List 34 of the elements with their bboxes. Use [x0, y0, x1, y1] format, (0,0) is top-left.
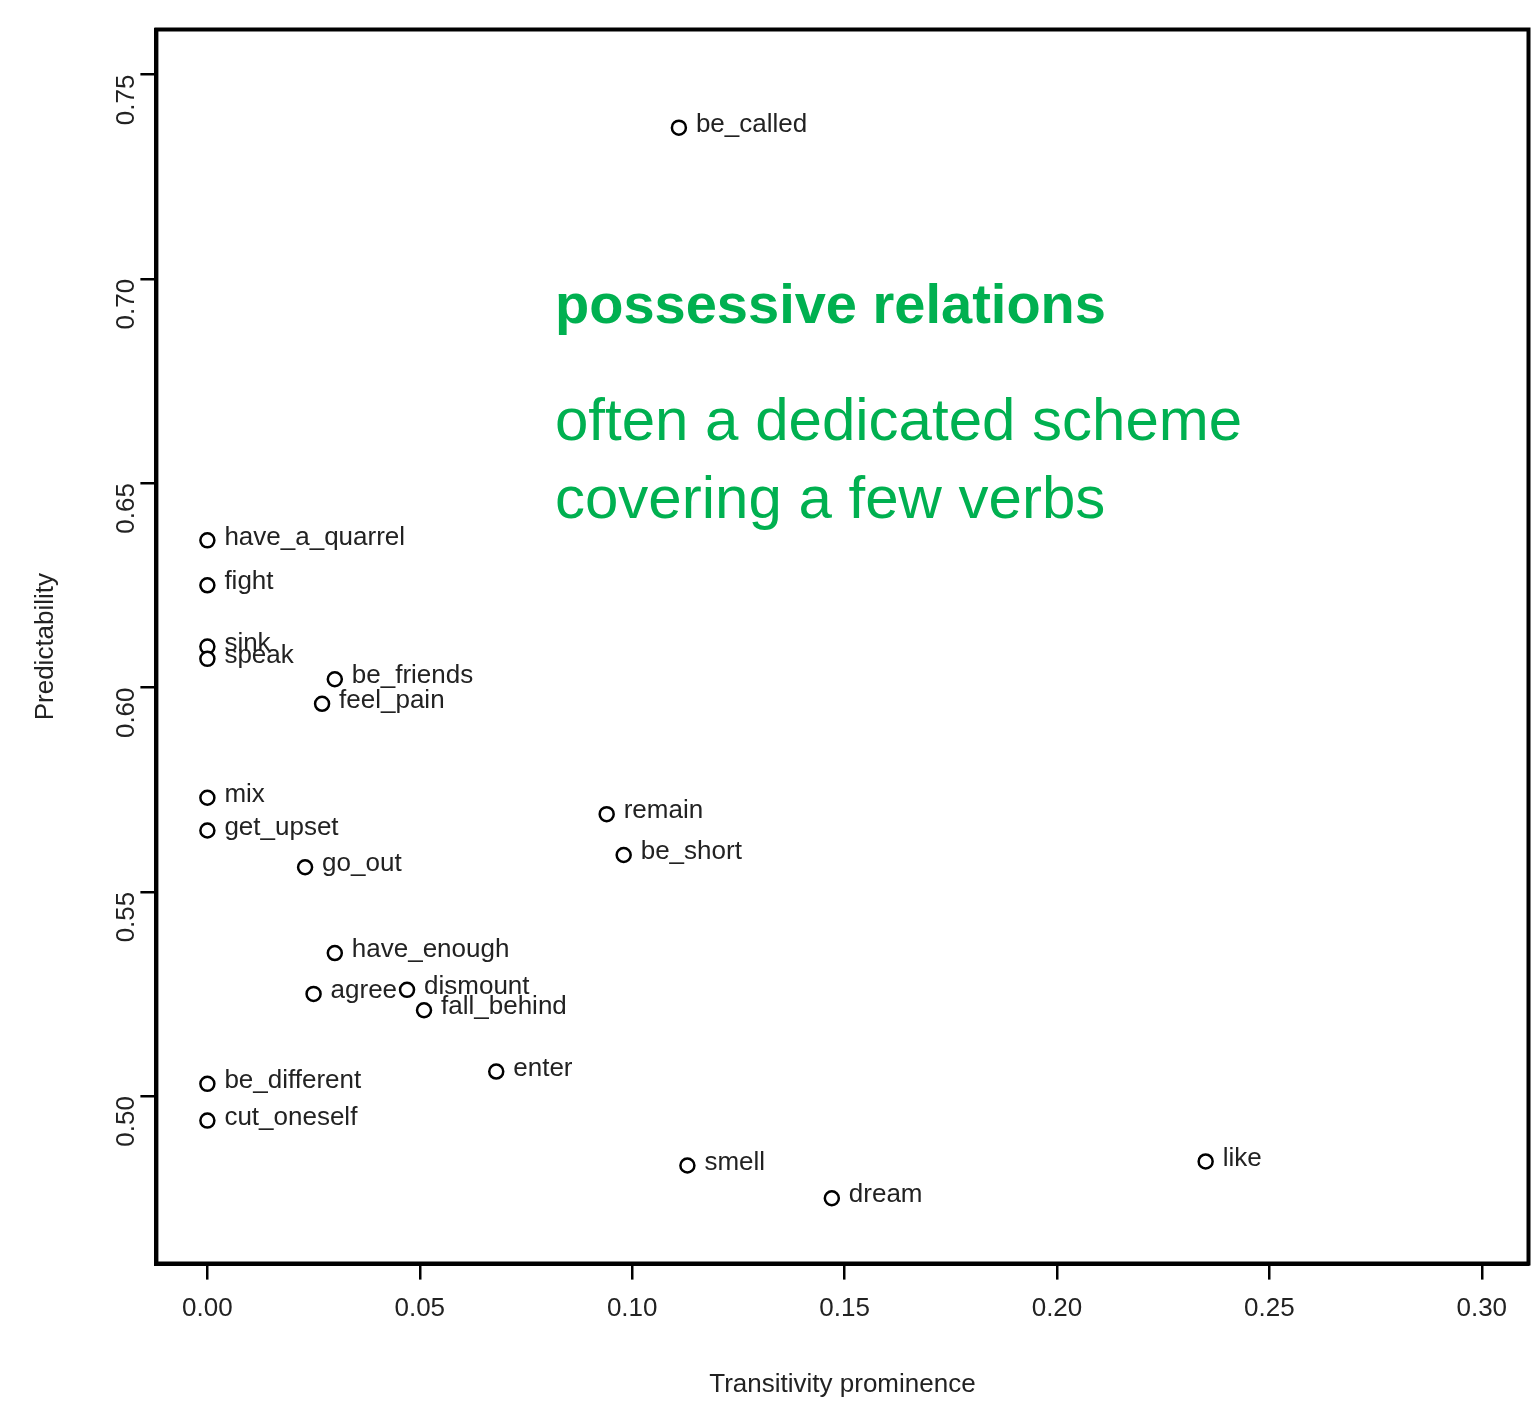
annotation: be_friends: [351, 659, 474, 690]
x-tick-label: 0.00: [182, 1292, 233, 1323]
y-tick-label: 0.60: [109, 687, 140, 739]
y-tick-label: 0.55: [109, 891, 140, 943]
annotation: fight: [224, 565, 275, 596]
annotation: cut_oneself: [224, 1100, 359, 1131]
annotation: be_short: [640, 835, 743, 866]
annotation: have_enough: [351, 933, 510, 964]
annotation: get_upset: [224, 810, 340, 841]
x-tick-label: 0.05: [394, 1292, 446, 1323]
annotation: be_called: [695, 107, 808, 138]
annotation: agree: [330, 974, 398, 1005]
annotation: be_different: [224, 1063, 363, 1094]
annotation: have_a_quarrel: [224, 520, 406, 551]
y-tick-label: 0.70: [109, 278, 140, 330]
y-tick-label: 0.75: [109, 74, 140, 126]
x-tick-label: 0.15: [819, 1292, 870, 1323]
annotation: dream: [848, 1178, 923, 1209]
x-tick-label: 0.30: [1456, 1292, 1508, 1323]
annotation: like: [1222, 1141, 1262, 1172]
y-tick-label: 0.50: [109, 1096, 140, 1147]
x-tick-label: 0.20: [1031, 1292, 1083, 1323]
annotation: remain: [623, 794, 704, 825]
x-tick-label: 0.10: [606, 1292, 658, 1323]
annotation: possessive relations: [555, 271, 1107, 337]
y-axis-title: Predictability: [28, 572, 59, 721]
x-axis-title: Transitivity prominence: [709, 1367, 976, 1398]
x-tick-label: 0.25: [1244, 1292, 1295, 1323]
annotation: go_out: [322, 847, 403, 878]
annotation: smell: [704, 1145, 766, 1176]
annotation: often a dedicated scheme covering a few verbs: [555, 384, 1244, 533]
annotation: enter: [513, 1051, 573, 1082]
y-tick-label: 0.65: [109, 483, 140, 534]
annotation: mix: [224, 777, 265, 808]
